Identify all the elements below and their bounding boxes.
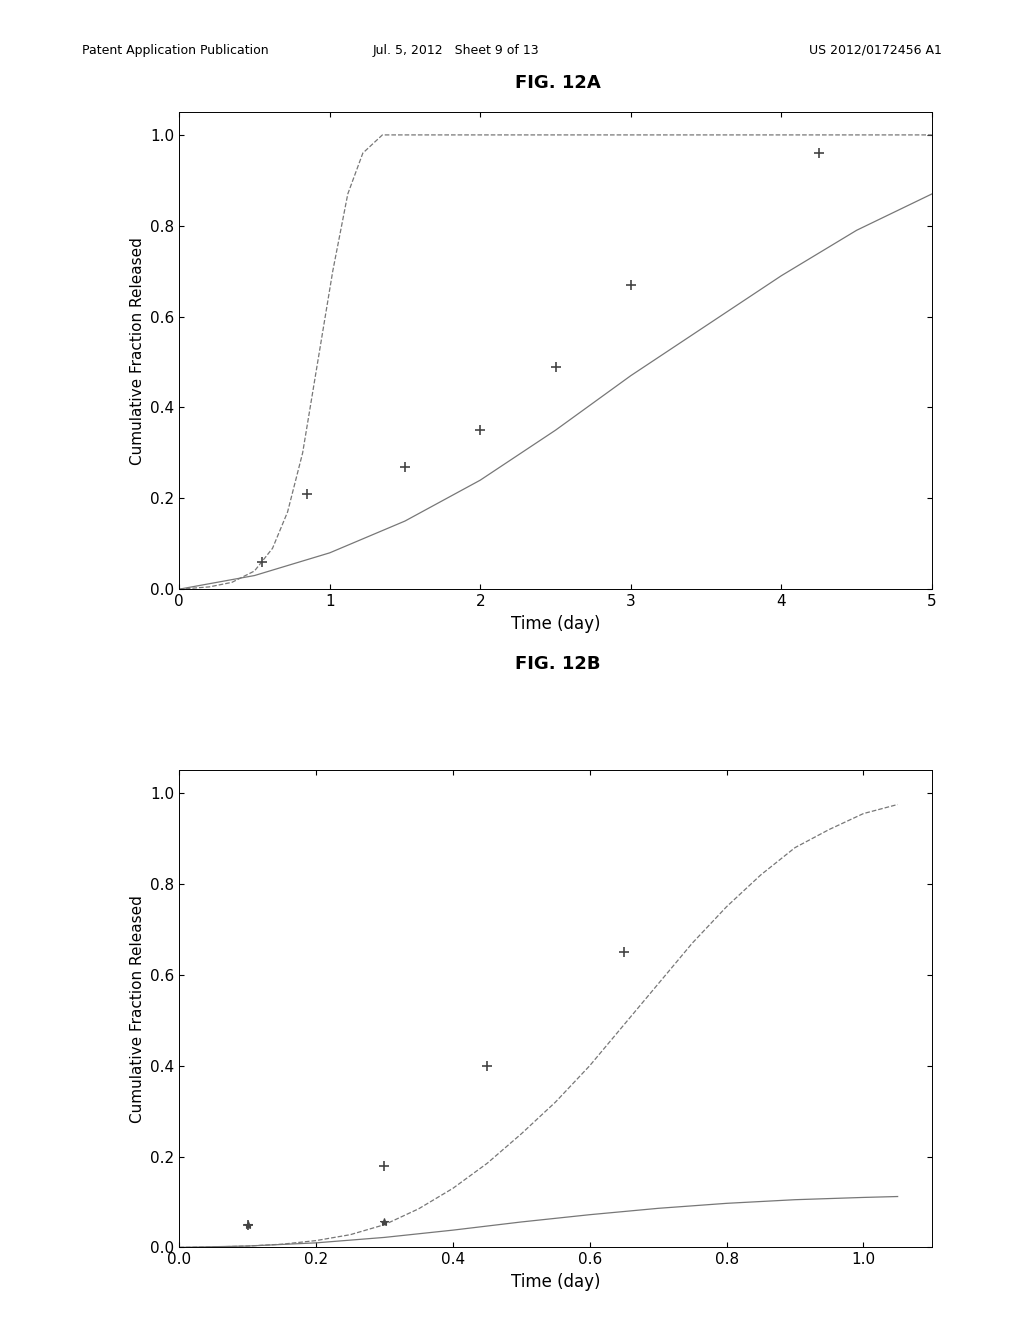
X-axis label: Time (day): Time (day) <box>511 615 600 632</box>
Y-axis label: Cumulative Fraction Released: Cumulative Fraction Released <box>129 236 144 465</box>
Text: Patent Application Publication: Patent Application Publication <box>82 44 268 57</box>
Text: Jul. 5, 2012   Sheet 9 of 13: Jul. 5, 2012 Sheet 9 of 13 <box>373 44 539 57</box>
Y-axis label: Cumulative Fraction Released: Cumulative Fraction Released <box>129 895 144 1123</box>
X-axis label: Time (day): Time (day) <box>511 1272 600 1291</box>
Text: US 2012/0172456 A1: US 2012/0172456 A1 <box>809 44 942 57</box>
Text: FIG. 12A: FIG. 12A <box>515 74 601 92</box>
Text: FIG. 12B: FIG. 12B <box>515 655 601 673</box>
